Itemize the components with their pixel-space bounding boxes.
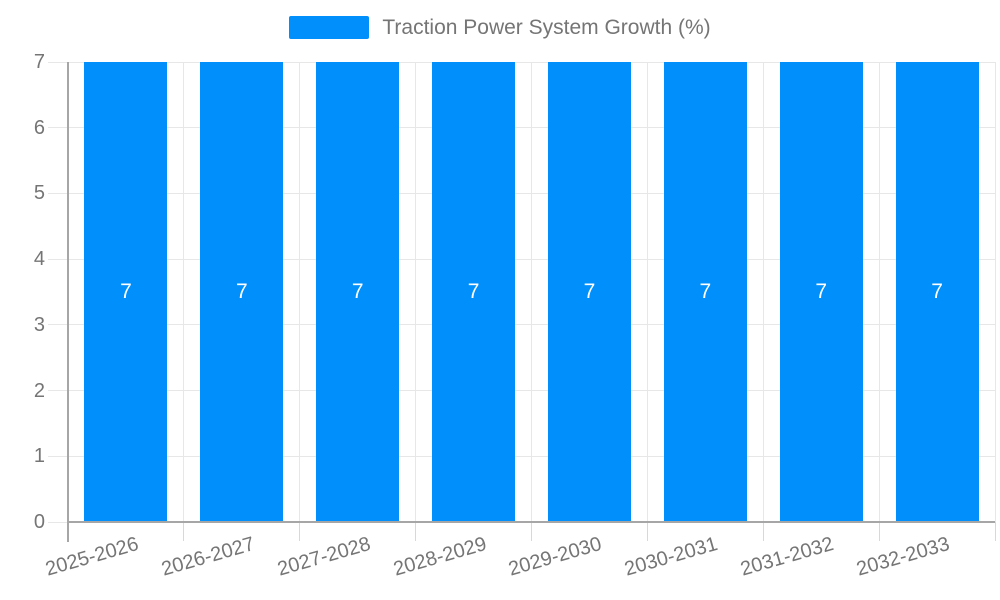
x-gridline (878, 62, 880, 522)
y-axis-label: 3 (33, 313, 45, 336)
x-tick (994, 522, 996, 541)
x-gridline (994, 62, 996, 522)
x-gridline (299, 62, 301, 522)
x-tick (762, 522, 764, 541)
y-tick (48, 390, 68, 392)
bar[interactable] (779, 62, 863, 522)
x-tick (183, 522, 185, 541)
x-gridline (531, 62, 532, 522)
x-tick (878, 522, 880, 541)
x-gridline (415, 62, 417, 522)
legend[interactable]: Traction Power System Growth (%) (0, 16, 1000, 39)
x-axis-line (68, 521, 995, 523)
bar-value-label: 7 (235, 280, 248, 303)
y-axis-label: 4 (33, 248, 45, 271)
legend-label: Traction Power System Growth (%) (382, 16, 711, 39)
y-axis-line (67, 62, 69, 542)
x-gridline (762, 62, 764, 522)
y-tick (48, 324, 68, 326)
bar[interactable] (316, 62, 400, 522)
bar-value-label: 7 (583, 280, 596, 303)
bar-value-label: 7 (815, 280, 828, 303)
bar[interactable] (432, 62, 516, 522)
bar[interactable] (547, 62, 631, 522)
y-axis-label: 0 (33, 511, 45, 533)
y-axis-label: 7 (33, 51, 45, 73)
y-axis-label: 5 (33, 182, 45, 205)
y-tick (48, 127, 68, 129)
bar[interactable] (200, 62, 284, 522)
y-axis-label: 2 (33, 379, 45, 402)
bar[interactable] (663, 62, 747, 522)
bar[interactable] (895, 62, 979, 522)
y-axis-label: 6 (33, 116, 45, 139)
bar-value-label: 7 (120, 280, 132, 303)
x-gridline (183, 62, 185, 522)
x-tick (415, 522, 417, 541)
bar-value-label: 7 (351, 280, 364, 303)
y-tick (48, 192, 68, 194)
x-tick (646, 522, 648, 541)
y-tick (48, 61, 68, 63)
bar[interactable] (84, 62, 168, 522)
bar-value-label: 7 (699, 280, 712, 303)
legend-swatch[interactable] (289, 16, 370, 39)
y-tick (48, 455, 68, 457)
x-gridline (646, 62, 648, 522)
bar-value-label: 7 (931, 280, 943, 303)
y-tick (48, 258, 68, 260)
x-tick (531, 522, 532, 541)
x-tick (299, 522, 301, 541)
y-axis-label: 1 (33, 445, 45, 468)
bar-value-label: 7 (467, 280, 480, 303)
y-tick (48, 521, 68, 523)
